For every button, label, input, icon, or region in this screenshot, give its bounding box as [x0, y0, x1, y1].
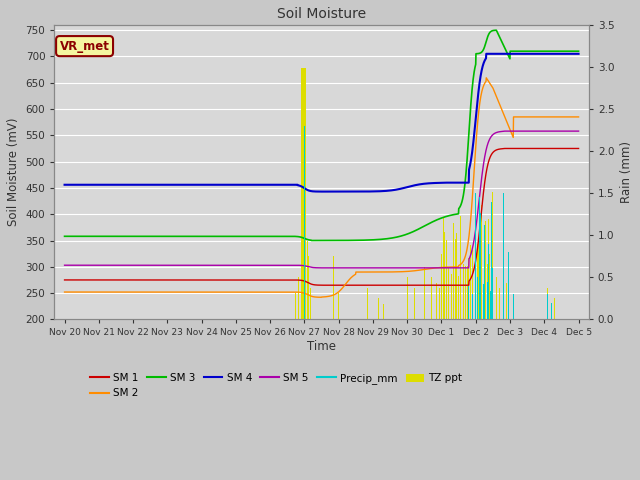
- Bar: [547, 294, 548, 319]
- Bar: [488, 219, 489, 319]
- Bar: [477, 269, 478, 319]
- Bar: [305, 68, 306, 319]
- Bar: [305, 68, 306, 319]
- Bar: [487, 282, 488, 319]
- Bar: [301, 68, 302, 319]
- Bar: [554, 299, 555, 319]
- Y-axis label: Rain (mm): Rain (mm): [620, 141, 633, 203]
- Bar: [483, 284, 484, 319]
- X-axis label: Time: Time: [307, 340, 336, 353]
- Bar: [333, 256, 334, 319]
- Bar: [480, 213, 481, 319]
- Bar: [446, 240, 447, 319]
- Bar: [439, 288, 440, 319]
- Bar: [490, 291, 491, 319]
- Legend: SM 1, SM 2, SM 3, SM 4, SM 5, Precip_mm, TZ ppt: SM 1, SM 2, SM 3, SM 4, SM 5, Precip_mm,…: [86, 369, 467, 403]
- Bar: [460, 216, 461, 319]
- Bar: [513, 294, 514, 319]
- Text: VR_met: VR_met: [60, 40, 109, 53]
- Bar: [509, 286, 511, 319]
- Bar: [513, 299, 514, 319]
- Bar: [413, 288, 415, 319]
- Bar: [456, 233, 458, 319]
- Bar: [312, 299, 314, 319]
- Bar: [453, 223, 454, 319]
- Bar: [503, 193, 504, 319]
- Bar: [477, 244, 478, 319]
- Bar: [477, 277, 478, 319]
- Bar: [467, 266, 468, 319]
- Bar: [508, 252, 509, 319]
- Bar: [506, 283, 507, 319]
- Bar: [461, 225, 463, 319]
- Y-axis label: Soil Moisture (mV): Soil Moisture (mV): [7, 118, 20, 227]
- Bar: [492, 192, 493, 319]
- Bar: [480, 231, 481, 319]
- Bar: [443, 217, 444, 319]
- Bar: [488, 244, 489, 319]
- Bar: [450, 268, 451, 319]
- Bar: [492, 268, 493, 319]
- Bar: [302, 68, 303, 319]
- Bar: [485, 220, 486, 319]
- Bar: [455, 240, 456, 319]
- Bar: [458, 276, 459, 319]
- Bar: [302, 68, 303, 319]
- Bar: [441, 254, 442, 319]
- Bar: [491, 203, 492, 319]
- Bar: [468, 258, 469, 319]
- Bar: [496, 277, 497, 319]
- Bar: [367, 288, 368, 319]
- Bar: [424, 267, 425, 319]
- Bar: [486, 264, 488, 319]
- Bar: [298, 277, 299, 319]
- Bar: [468, 286, 469, 319]
- Bar: [484, 225, 485, 319]
- Bar: [304, 126, 305, 319]
- Bar: [463, 264, 464, 319]
- Bar: [509, 293, 511, 319]
- Bar: [551, 302, 552, 319]
- Bar: [451, 274, 452, 319]
- Bar: [503, 272, 504, 319]
- Bar: [308, 256, 309, 319]
- Bar: [310, 288, 311, 319]
- Bar: [303, 68, 304, 319]
- Bar: [472, 251, 473, 319]
- Bar: [372, 293, 373, 319]
- Bar: [481, 205, 482, 319]
- Bar: [470, 245, 471, 319]
- Bar: [465, 266, 466, 319]
- Bar: [547, 288, 548, 319]
- Bar: [472, 294, 473, 319]
- Bar: [481, 264, 483, 319]
- Bar: [304, 68, 305, 319]
- Bar: [448, 268, 449, 319]
- Bar: [491, 262, 492, 319]
- Bar: [407, 277, 408, 319]
- Bar: [335, 267, 337, 319]
- Title: Soil Moisture: Soil Moisture: [277, 7, 366, 21]
- Bar: [307, 240, 308, 319]
- Bar: [499, 288, 500, 319]
